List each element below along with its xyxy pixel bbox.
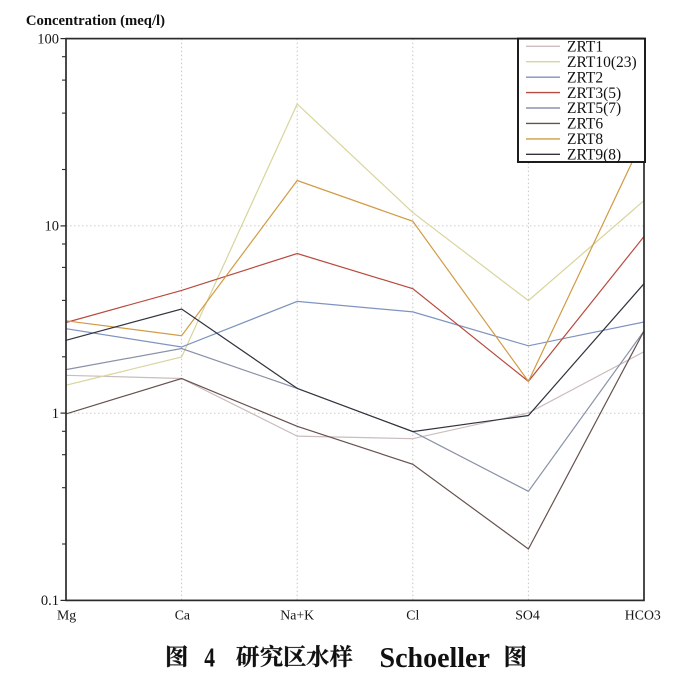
svg-text:100: 100	[37, 31, 59, 47]
svg-text:Concentration (meq/l): Concentration (meq/l)	[26, 13, 165, 29]
svg-text:ZRT10(23): ZRT10(23)	[567, 54, 637, 71]
svg-text:HCO3: HCO3	[625, 608, 661, 623]
svg-text:SO4: SO4	[515, 608, 540, 623]
svg-text:1: 1	[52, 406, 59, 422]
svg-text:ZRT2: ZRT2	[567, 69, 603, 86]
svg-text:ZRT1: ZRT1	[567, 39, 603, 56]
svg-text:Schoeller: Schoeller	[380, 643, 490, 674]
svg-text:Mg: Mg	[57, 608, 76, 623]
svg-text:ZRT9(8): ZRT9(8)	[567, 147, 621, 164]
svg-text:Ca: Ca	[175, 608, 190, 623]
svg-text:ZRT8: ZRT8	[567, 131, 603, 148]
svg-text:Cl: Cl	[406, 608, 419, 623]
svg-text:ZRT5(7): ZRT5(7)	[567, 100, 621, 117]
svg-text:4: 4	[204, 643, 215, 673]
svg-text:10: 10	[45, 219, 60, 235]
svg-text:0.1: 0.1	[41, 593, 59, 609]
svg-text:ZRT6: ZRT6	[567, 116, 603, 133]
svg-text:Na+K: Na+K	[280, 608, 314, 623]
svg-text:ZRT3(5): ZRT3(5)	[567, 85, 621, 102]
